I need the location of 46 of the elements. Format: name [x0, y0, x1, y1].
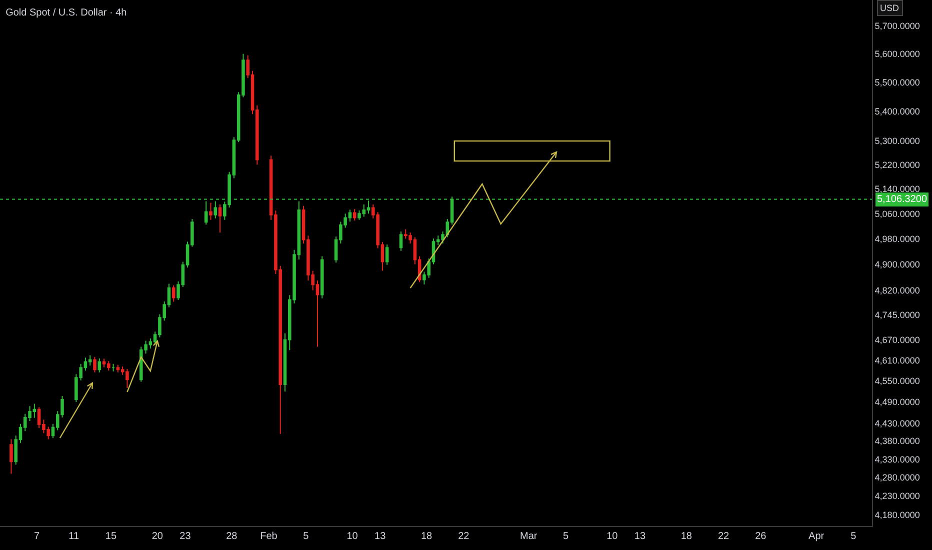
- y-tick-label: 4,490.0000: [874, 397, 920, 408]
- x-tick-label: 18: [420, 531, 433, 542]
- y-tick-label: 4,430.0000: [874, 418, 920, 428]
- x-tick-label: 7: [34, 531, 40, 542]
- y-tick-label: 5,700.0000: [874, 21, 920, 32]
- x-tick-label: 15: [105, 531, 117, 542]
- x-tick-label: 13: [634, 531, 646, 542]
- x-tick-label: 28: [226, 531, 238, 542]
- x-tick-label: 10: [606, 531, 618, 542]
- y-tick-label: 5,400.0000: [874, 106, 920, 116]
- y-tick-label: 5,600.0000: [874, 49, 920, 60]
- y-tick-label: 4,280.0000: [874, 472, 920, 483]
- x-tick-label: Feb: [260, 531, 278, 542]
- y-tick-label: 5,220.0000: [874, 160, 920, 170]
- x-tick-label: Mar: [520, 531, 538, 542]
- y-tick-label: 5,500.0000: [874, 77, 920, 88]
- ref-line-label: 5,106.3200: [877, 194, 928, 205]
- y-tick-label: 4,330.0000: [874, 454, 920, 464]
- y-tick-label: 4,670.0000: [874, 335, 920, 346]
- x-tick-label: 20: [152, 531, 164, 542]
- y-tick-label: 4,180.0000: [874, 510, 920, 520]
- y-tick-label: 5,140.0000: [874, 184, 920, 194]
- x-tick-label: 18: [680, 531, 692, 542]
- x-tick-label: 22: [718, 531, 730, 542]
- x-tick-label: 23: [180, 531, 192, 542]
- y-tick-label: 4,380.0000: [874, 436, 920, 446]
- y-tick-label: 5,300.0000: [874, 136, 920, 146]
- y-tick-label: 4,550.0000: [874, 376, 920, 386]
- y-tick-label: 5,060.0000: [874, 208, 920, 219]
- y-tick-label: 4,900.0000: [874, 259, 920, 270]
- y-tick-label: 4,610.0000: [874, 356, 920, 366]
- y-tick-label: 4,820.0000: [874, 285, 920, 296]
- x-tick-label: 22: [458, 531, 470, 542]
- text: USD: [880, 3, 900, 13]
- x-tick-label: 10: [346, 531, 358, 542]
- y-tick-label: 4,230.0000: [874, 491, 920, 502]
- x-tick-label: 11: [68, 531, 80, 542]
- x-tick-label: 5: [850, 531, 857, 542]
- y-tick-label: 4,745.0000: [874, 310, 920, 320]
- x-tick-label: 5: [303, 531, 310, 542]
- x-tick-label: 13: [374, 531, 386, 542]
- x-tick-label: Apr: [808, 531, 825, 542]
- x-tick-label: 5: [562, 531, 569, 542]
- x-tick-label: 26: [755, 531, 767, 542]
- text: Gold Spot / U.S. Dollar · 4h: [6, 7, 127, 18]
- y-tick-label: 4,980.0000: [874, 234, 920, 244]
